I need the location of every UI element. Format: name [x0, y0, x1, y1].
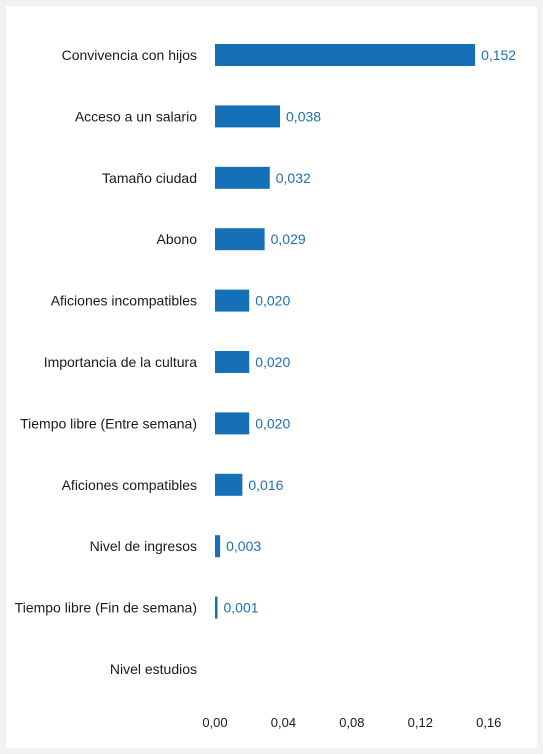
value-label-aficiones-incompatibles: 0,020	[255, 293, 290, 309]
category-label-aficiones-compatibles: Aficiones compatibles	[62, 477, 197, 493]
value-label-acceso-a-un-salario: 0,038	[286, 108, 321, 124]
category-label-nivel-estudios: Nivel estudios	[110, 661, 197, 677]
category-label-convivencia-con-hijos: Convivencia con hijos	[62, 47, 197, 63]
bar-aficiones-incompatibles	[215, 289, 250, 312]
value-label-tamano-ciudad: 0,032	[276, 170, 311, 186]
value-label-nivel-de-ingresos: 0,003	[226, 538, 261, 554]
bars-layer	[215, 44, 476, 619]
category-label-abono: Abono	[157, 231, 198, 247]
bar-tiempo-libre-fin-de-semana	[215, 596, 218, 619]
value-label-convivencia-con-hijos: 0,152	[481, 47, 516, 63]
x-tick-label: 0,12	[408, 715, 433, 730]
category-label-importancia-de-la-cultura: Importancia de la cultura	[44, 354, 198, 370]
value-label-importancia-de-la-cultura: 0,020	[255, 354, 290, 370]
x-tick-label: 0,16	[476, 715, 501, 730]
x-tick-label: 0,08	[339, 715, 364, 730]
category-label-nivel-de-ingresos: Nivel de ingresos	[90, 538, 197, 554]
bar-aficiones-compatibles	[215, 473, 243, 496]
bar-acceso-a-un-salario	[215, 105, 281, 128]
value-labels: 0,152 0,038 0,032 0,029 0,020 0,020 0,020 0,016…	[224, 47, 517, 616]
category-label-tamano-ciudad: Tamaño ciudad	[102, 170, 197, 186]
x-axis-ticks: 0,00 0,04 0,08 0,12 0,16	[202, 715, 501, 730]
category-labels: Convivencia con hijos Acceso a un salario…	[15, 47, 198, 677]
bar-tamano-ciudad	[215, 166, 270, 189]
bar-importancia-de-la-cultura	[215, 351, 250, 373]
plot-area	[6, 6, 537, 748]
value-label-tiempo-libre-fin-de-semana: 0,001	[224, 600, 259, 616]
category-label-aficiones-incompatibles: Aficiones incompatibles	[51, 293, 197, 309]
bar-abono	[215, 228, 265, 251]
value-label-abono: 0,029	[271, 231, 306, 247]
bar-tiempo-libre-entre-semana	[215, 412, 250, 435]
x-tick-label: 0,04	[271, 715, 296, 730]
bar-convivencia-con-hijos	[215, 44, 476, 66]
x-tick-label: 0,00	[202, 715, 227, 730]
value-label-tiempo-libre-entre-semana: 0,020	[255, 415, 290, 431]
category-label-tiempo-libre-entre-semana: Tiempo libre (Entre semana)	[20, 415, 197, 431]
category-label-acceso-a-un-salario: Acceso a un salario	[75, 108, 197, 124]
value-label-aficiones-compatibles: 0,016	[248, 477, 283, 493]
bar-nivel-de-ingresos	[215, 535, 221, 558]
category-label-tiempo-libre-fin-de-semana: Tiempo libre (Fin de semana)	[15, 600, 197, 616]
